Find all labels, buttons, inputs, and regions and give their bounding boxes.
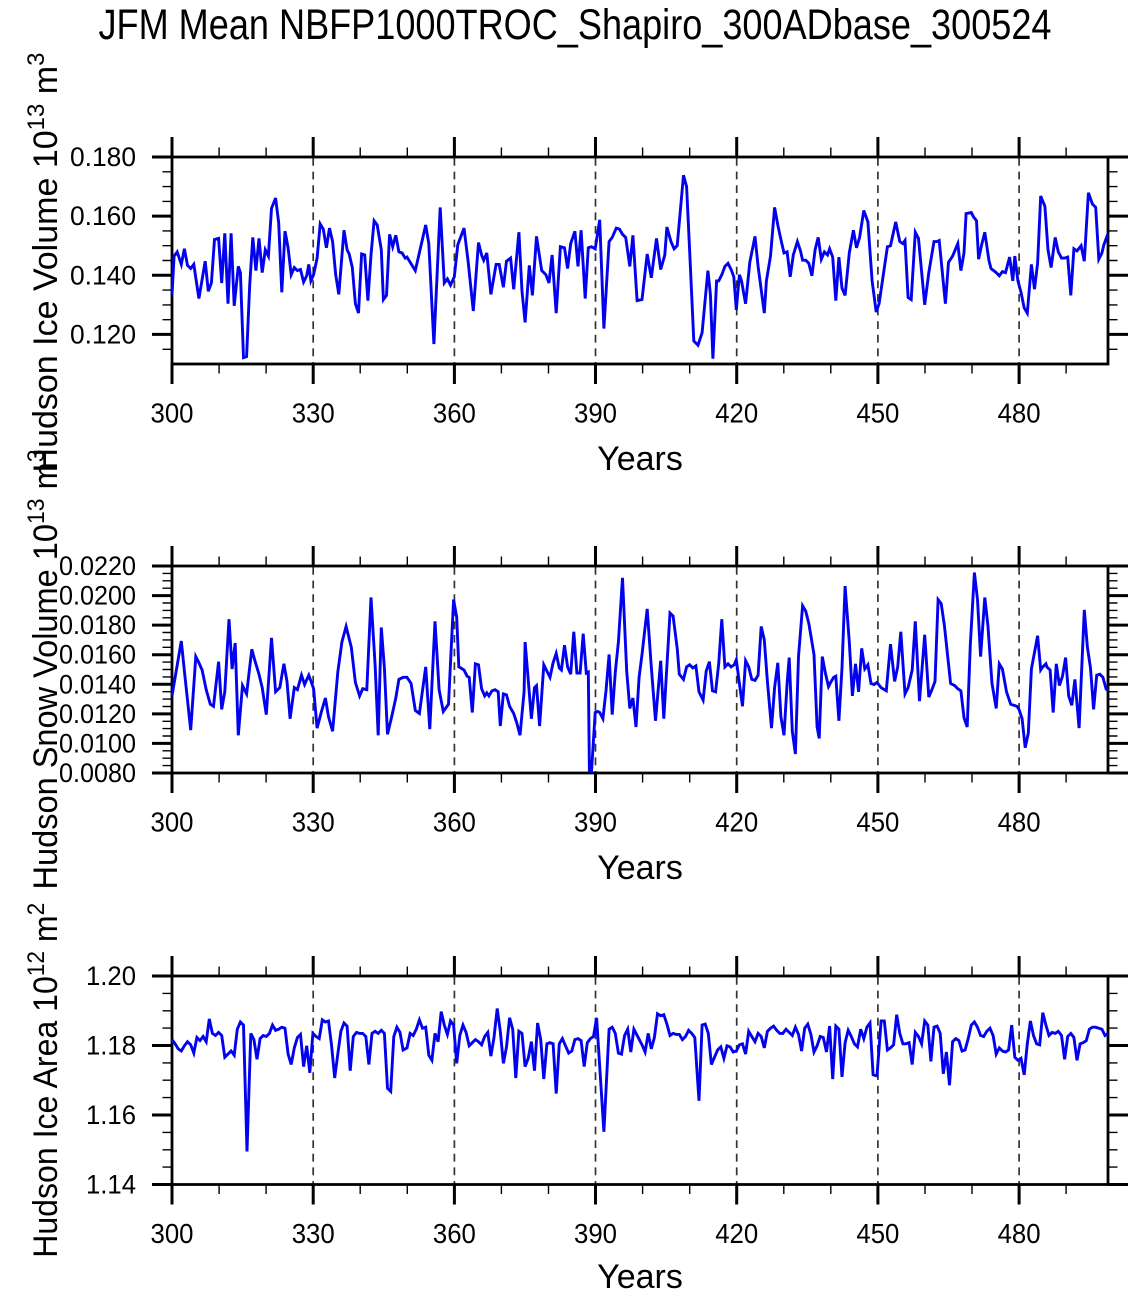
svg-text:0.0180: 0.0180: [59, 610, 136, 640]
svg-text:Years: Years: [597, 1258, 683, 1295]
svg-text:JFM Mean NBFP1000TROC_Shapiro_: JFM Mean NBFP1000TROC_Shapiro_300ADbase_…: [99, 1, 1052, 49]
svg-text:390: 390: [574, 807, 617, 838]
svg-text:390: 390: [574, 398, 617, 429]
svg-text:0.120: 0.120: [70, 319, 136, 349]
svg-text:0.0220: 0.0220: [59, 551, 136, 581]
svg-text:420: 420: [715, 1218, 758, 1249]
svg-text:1.18: 1.18: [86, 1031, 136, 1061]
svg-text:450: 450: [856, 398, 899, 429]
svg-text:330: 330: [292, 398, 335, 429]
svg-text:0.0160: 0.0160: [59, 640, 136, 670]
svg-text:0.0100: 0.0100: [59, 728, 136, 758]
svg-text:450: 450: [856, 807, 899, 838]
svg-text:330: 330: [292, 807, 335, 838]
svg-text:330: 330: [292, 1218, 335, 1249]
svg-text:300: 300: [151, 807, 194, 838]
svg-text:1.20: 1.20: [86, 961, 136, 991]
svg-text:0.0200: 0.0200: [59, 581, 136, 611]
svg-text:0.160: 0.160: [70, 201, 136, 231]
svg-text:0.0080: 0.0080: [59, 758, 136, 788]
svg-text:0.180: 0.180: [70, 142, 136, 172]
svg-text:Years: Years: [597, 440, 683, 478]
svg-text:480: 480: [998, 398, 1041, 429]
svg-text:0.140: 0.140: [70, 260, 136, 290]
svg-text:1.14: 1.14: [86, 1170, 136, 1200]
svg-text:420: 420: [715, 398, 758, 429]
svg-text:360: 360: [433, 1218, 476, 1249]
svg-text:Years: Years: [597, 849, 683, 887]
svg-text:450: 450: [856, 1218, 899, 1249]
svg-text:360: 360: [433, 398, 476, 429]
svg-text:360: 360: [433, 807, 476, 838]
svg-text:0.0140: 0.0140: [59, 669, 136, 699]
svg-text:390: 390: [574, 1218, 617, 1249]
svg-text:480: 480: [998, 1218, 1041, 1249]
svg-text:300: 300: [151, 398, 194, 429]
svg-text:1.16: 1.16: [86, 1100, 136, 1130]
svg-text:420: 420: [715, 807, 758, 838]
svg-text:480: 480: [998, 807, 1041, 838]
svg-text:300: 300: [151, 1218, 194, 1249]
svg-text:0.0120: 0.0120: [59, 699, 136, 729]
